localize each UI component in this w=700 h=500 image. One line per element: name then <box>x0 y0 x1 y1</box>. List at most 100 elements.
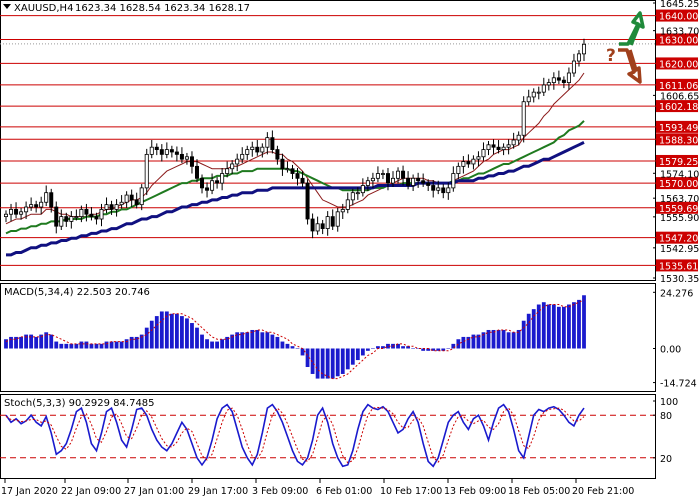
candle-body <box>200 177 205 189</box>
macd-bar <box>54 341 59 349</box>
macd-bar <box>290 346 295 349</box>
candle <box>99 203 104 227</box>
candle <box>350 188 355 206</box>
macd-bar <box>79 341 84 349</box>
candle <box>396 167 401 184</box>
candle-body <box>320 223 325 229</box>
candle-body <box>571 60 576 74</box>
candle <box>59 209 64 231</box>
candle <box>109 200 114 215</box>
macd-bar <box>235 332 240 349</box>
candle <box>260 143 265 158</box>
macd-bar <box>481 332 486 349</box>
y-tick-label: 20 <box>660 454 672 465</box>
candle <box>265 132 270 155</box>
level-label: 1588.30 <box>659 135 698 146</box>
candle-body <box>501 146 506 150</box>
candle-body <box>481 149 486 158</box>
candle <box>169 145 174 158</box>
candles <box>4 38 587 239</box>
macd-bar <box>275 336 280 349</box>
candle <box>114 199 119 217</box>
stoch-layer <box>0 403 656 468</box>
candle <box>184 152 189 165</box>
macd-bar <box>556 306 561 349</box>
moving-averages <box>5 72 585 257</box>
candle <box>441 184 446 199</box>
macd-bar <box>180 316 184 349</box>
candle <box>375 166 380 183</box>
level-label: 1579.25 <box>659 157 698 168</box>
candle-body <box>385 173 390 184</box>
macd-bar <box>491 329 496 349</box>
macd-bar <box>541 302 546 349</box>
candle <box>49 188 54 213</box>
candle <box>516 131 521 146</box>
candle <box>119 195 124 209</box>
candle <box>380 169 385 180</box>
candle-body <box>74 216 79 219</box>
candle <box>4 210 9 223</box>
macd-bar <box>350 348 355 365</box>
candle <box>134 192 139 209</box>
candle <box>335 207 340 232</box>
candle <box>406 171 411 190</box>
candle <box>491 139 496 155</box>
candle-body <box>4 213 9 218</box>
level-label-bg <box>656 154 698 167</box>
candle <box>576 50 581 67</box>
candle-body <box>380 173 385 175</box>
macd-bar <box>74 343 79 349</box>
ohlc-values: 1623.34 1628.54 1623.34 1628.17 <box>75 3 250 14</box>
candle-body <box>355 192 360 195</box>
candle-body <box>401 170 406 179</box>
macd-bar <box>582 295 586 349</box>
candle-body <box>230 163 235 170</box>
candle <box>34 200 39 213</box>
candle-body <box>315 223 320 232</box>
x-tick-label: 6 Feb 01:00 <box>316 486 372 497</box>
macd-bar <box>230 334 235 349</box>
macd-label: MACD(5,34,4) 22.503 20.746 <box>4 287 150 298</box>
candle <box>365 176 370 192</box>
candle <box>245 145 250 160</box>
candle-body <box>360 185 365 194</box>
macd-signal-line <box>5 299 585 380</box>
stoch-label: Stoch(5,3,3) 90.2929 84.7485 <box>4 398 155 409</box>
candle-body <box>94 216 99 220</box>
candle-body <box>516 134 521 141</box>
candle <box>44 185 49 207</box>
candle <box>174 146 179 162</box>
candle-body <box>295 173 300 179</box>
candle-body <box>345 199 350 210</box>
candle-body <box>431 185 436 191</box>
candle <box>571 53 576 77</box>
macd-bar <box>315 348 320 379</box>
candle <box>582 38 587 62</box>
macd-bar <box>456 339 461 349</box>
candle <box>476 151 481 167</box>
x-tick-label: 20 Feb 21:00 <box>572 486 634 497</box>
candle <box>446 182 451 200</box>
candle <box>139 184 144 211</box>
candle-body <box>24 206 29 213</box>
level-label-bg <box>656 9 698 22</box>
candle <box>416 172 421 188</box>
macd-bar <box>159 311 164 349</box>
candle <box>250 141 255 157</box>
macd-bar <box>119 341 124 349</box>
symbol-label: XAUUSD,H4 <box>14 3 73 14</box>
candle <box>149 140 154 159</box>
macd-bar <box>164 311 169 349</box>
candle-body <box>350 192 355 201</box>
macd-bar <box>190 323 194 349</box>
candle-body <box>325 216 330 229</box>
candle-body <box>300 177 305 184</box>
x-tick-label: 18 Feb 05:00 <box>508 486 570 497</box>
candle-body <box>89 213 94 218</box>
macd-bar <box>29 334 34 349</box>
candle <box>129 189 134 208</box>
macd-bar <box>255 329 260 349</box>
candle-body <box>576 53 581 62</box>
macd-bar <box>265 332 270 349</box>
